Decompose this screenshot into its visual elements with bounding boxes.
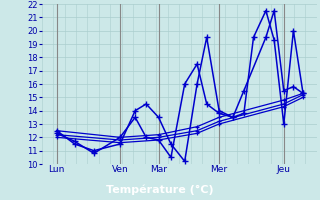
Text: Température (°C): Température (°C) <box>106 184 214 195</box>
